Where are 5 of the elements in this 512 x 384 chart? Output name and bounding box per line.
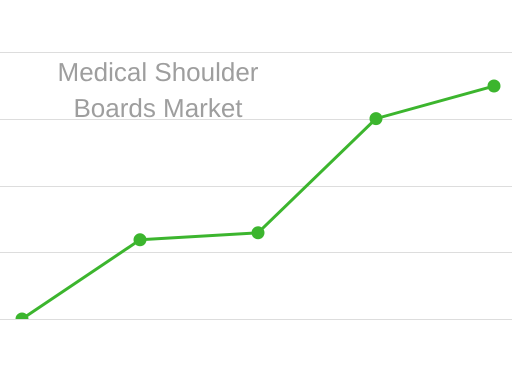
point — [134, 233, 146, 246]
chart-title: Medical Shoulder Boards Market — [56, 56, 260, 125]
point — [252, 226, 264, 240]
point — [370, 112, 382, 126]
point — [488, 80, 500, 93]
